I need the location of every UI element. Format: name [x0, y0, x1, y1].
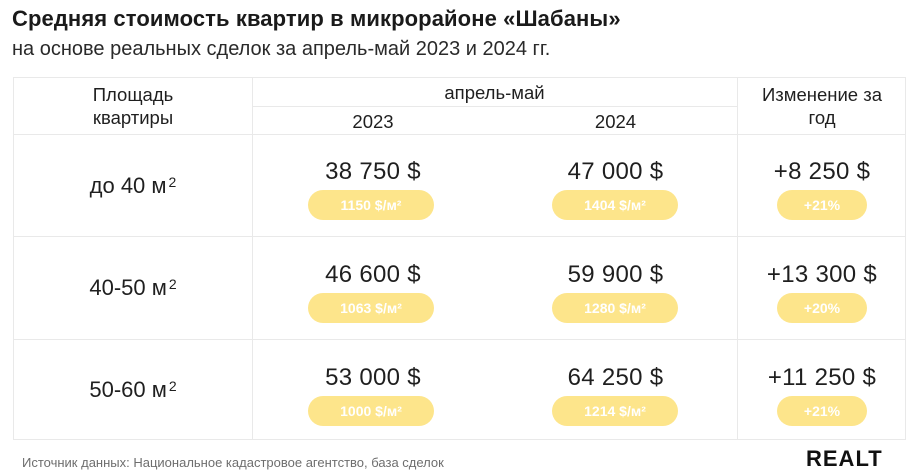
- area-unit-sup: 2: [168, 378, 177, 394]
- grid-line: [14, 236, 905, 237]
- chart-title: Средняя стоимость квартир в микрорайоне …: [12, 6, 621, 31]
- change-pct-badge: +20%: [777, 293, 867, 323]
- price-2023: 38 750 $: [325, 158, 421, 185]
- per-m2-2024-badge: 1280 $/м²: [552, 293, 678, 323]
- change-pct-badge: +21%: [777, 190, 867, 220]
- header-area: Площадь квартиры: [92, 83, 174, 128]
- price-2024: 47 000 $: [567, 158, 664, 185]
- grid-line: [252, 78, 253, 439]
- grid-line: [14, 134, 905, 135]
- grid-line: [14, 339, 905, 340]
- price-table: Площадь квартиры апрель-май 2023 2024 Из…: [13, 77, 906, 440]
- price-2023: 46 600 $: [325, 261, 421, 288]
- change-value: +8 250 $: [773, 158, 871, 185]
- per-m2-2024-badge: 1214 $/м²: [552, 396, 678, 426]
- area-unit-sup: 2: [168, 173, 177, 190]
- per-m2-2023-badge: 1000 $/м²: [308, 396, 434, 426]
- per-m2-2024-badge: 1404 $/м²: [552, 190, 678, 220]
- header-2023: 2023: [352, 110, 394, 132]
- chart-subtitle: на основе реальных сделок за апрель-май …: [12, 38, 551, 60]
- change-value: +11 250 $: [767, 364, 877, 391]
- area-unit-sup: 2: [168, 276, 177, 292]
- area-label: до 40 м: [89, 172, 167, 198]
- per-m2-2023-badge: 1150 $/м²: [308, 190, 434, 220]
- price-2024: 64 250 $: [567, 364, 664, 391]
- header-change: Изменение за год: [761, 83, 883, 128]
- header-2024: 2024: [594, 110, 637, 132]
- source-note: Источник данных: Национальное кадастрово…: [22, 455, 444, 470]
- realt-logo: REALT: [806, 446, 883, 471]
- price-2023: 53 000 $: [325, 364, 421, 391]
- per-m2-2023-badge: 1063 $/м²: [308, 293, 434, 323]
- change-value: +13 300 $: [766, 261, 878, 288]
- grid-line: [252, 106, 737, 107]
- price-2024: 59 900 $: [567, 261, 664, 288]
- area-label: 40-50 м: [89, 275, 167, 300]
- header-period: апрель-май: [444, 82, 545, 104]
- grid-line: [737, 78, 738, 439]
- change-pct-badge: +21%: [777, 396, 867, 426]
- area-label: 50-60 м: [89, 377, 167, 402]
